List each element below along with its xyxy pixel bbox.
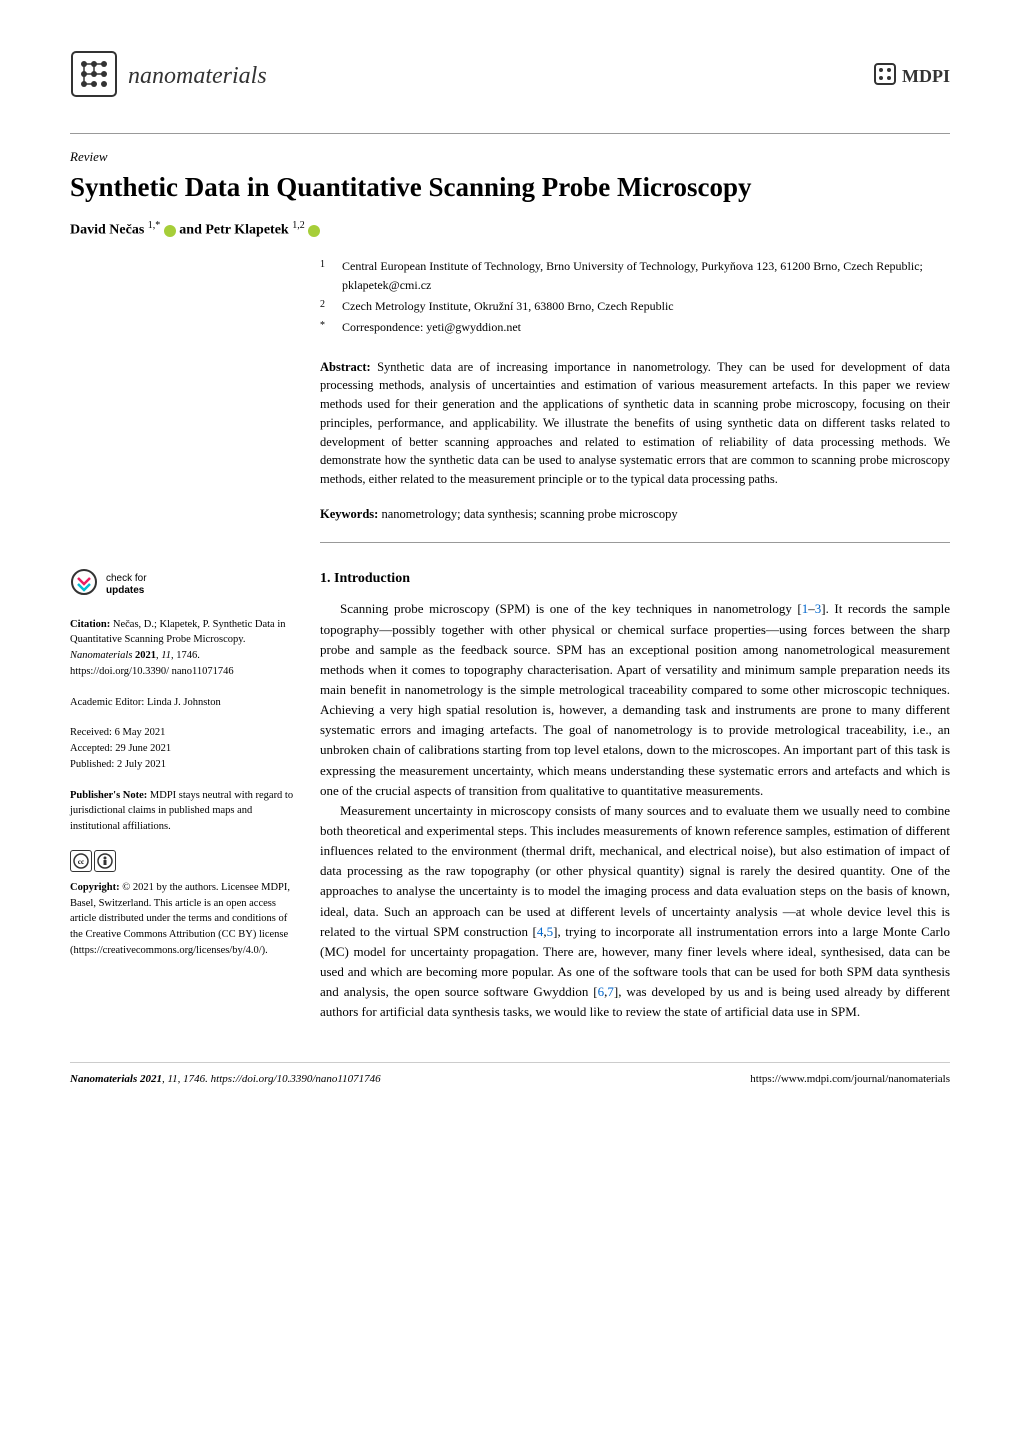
author-2: Petr Klapetek bbox=[205, 223, 288, 238]
author-1: David Nečas bbox=[70, 223, 144, 238]
editor-label: Academic Editor: bbox=[70, 697, 144, 708]
body-paragraph-1: Scanning probe microscopy (SPM) is one o… bbox=[320, 599, 950, 800]
correspondence: * Correspondence: yeti@gwyddion.net bbox=[320, 318, 950, 337]
body-paragraph-2: Measurement uncertainty in microscopy co… bbox=[320, 801, 950, 1023]
body-column: 1. Introduction Scanning probe microscop… bbox=[320, 568, 950, 1023]
cc-license-logo: cc bbox=[70, 850, 300, 872]
abstract-text: Synthetic data are of increasing importa… bbox=[320, 360, 950, 487]
author-conjunction: and bbox=[179, 223, 205, 238]
check-updates-label: check for updates bbox=[106, 573, 147, 597]
copyright-block: Copyright: © 2021 by the authors. Licens… bbox=[70, 880, 300, 959]
top-divider bbox=[70, 133, 950, 134]
logo-section: nanomaterials bbox=[70, 50, 267, 103]
publisher-name: MDPI bbox=[902, 66, 950, 87]
affiliation-2: 2 Czech Metrology Institute, Okružní 31,… bbox=[320, 297, 950, 316]
svg-text:cc: cc bbox=[78, 858, 84, 866]
para-text: ]. It records the sample topography—poss… bbox=[320, 601, 950, 797]
editor-name: Linda J. Johnston bbox=[147, 697, 221, 708]
affiliation-num: 1 bbox=[320, 257, 332, 295]
published-date: 2 July 2021 bbox=[117, 759, 166, 770]
keywords-text: nanometrology; data synthesis; scanning … bbox=[381, 507, 677, 521]
abstract-label: Abstract: bbox=[320, 360, 371, 374]
cc-badge-by bbox=[94, 850, 116, 872]
publisher-note-label: Publisher's Note: bbox=[70, 790, 147, 801]
footer-details: , 11, 1746. https://doi.org/10.3390/nano… bbox=[162, 1073, 381, 1085]
check-line2: updates bbox=[106, 585, 147, 597]
journal-logo-icon bbox=[70, 50, 118, 103]
citation-journal: Nanomaterials bbox=[70, 650, 132, 661]
citation-label: Citation: bbox=[70, 619, 110, 630]
author-2-sup: 1,2 bbox=[292, 220, 305, 231]
accepted-label: Accepted: bbox=[70, 743, 113, 754]
footer-year: 2021 bbox=[140, 1073, 162, 1085]
dates-block: Received: 6 May 2021 Accepted: 29 June 2… bbox=[70, 725, 300, 772]
sidebar: check for updates Citation: Nečas, D.; K… bbox=[70, 568, 300, 1023]
journal-name: nanomaterials bbox=[128, 63, 267, 90]
author-1-star: * bbox=[155, 220, 160, 231]
citation-year: 2021 bbox=[135, 650, 156, 661]
publisher-logo: MDPI bbox=[873, 62, 950, 91]
para-text: Scanning probe microscopy (SPM) is one o… bbox=[340, 601, 802, 616]
affiliations-block: 1 Central European Institute of Technolo… bbox=[320, 257, 950, 338]
footer-left: Nanomaterials 2021, 11, 1746. https://do… bbox=[70, 1073, 381, 1085]
orcid-icon bbox=[164, 225, 176, 237]
received-label: Received: bbox=[70, 727, 112, 738]
authors-line: David Nečas 1,* and Petr Klapetek 1,2 bbox=[70, 220, 950, 239]
orcid-icon bbox=[308, 225, 320, 237]
publisher-note-block: Publisher's Note: MDPI stays neutral wit… bbox=[70, 788, 300, 835]
correspondence-text: Correspondence: yeti@gwyddion.net bbox=[342, 318, 521, 337]
published-label: Published: bbox=[70, 759, 114, 770]
cc-badge-cc: cc bbox=[70, 850, 92, 872]
footer-right[interactable]: https://www.mdpi.com/journal/nanomateria… bbox=[750, 1073, 950, 1085]
article-title: Synthetic Data in Quantitative Scanning … bbox=[70, 170, 950, 205]
copyright-label: Copyright: bbox=[70, 882, 120, 893]
para-text: Measurement uncertainty in microscopy co… bbox=[320, 803, 950, 939]
footer-journal: Nanomaterials bbox=[70, 1073, 140, 1085]
accepted-date: 29 June 2021 bbox=[115, 743, 171, 754]
affiliation-num: 2 bbox=[320, 297, 332, 316]
received-date: 6 May 2021 bbox=[115, 727, 166, 738]
keywords-label: Keywords: bbox=[320, 507, 378, 521]
check-updates-icon bbox=[70, 568, 98, 602]
header-row: nanomaterials MDPI bbox=[70, 50, 950, 103]
correspondence-star: * bbox=[320, 318, 332, 337]
affiliation-text: Czech Metrology Institute, Okružní 31, 6… bbox=[342, 297, 674, 316]
affiliation-text: Central European Institute of Technology… bbox=[342, 257, 950, 295]
check-updates[interactable]: check for updates bbox=[70, 568, 300, 602]
abstract-block: Abstract: Synthetic data are of increasi… bbox=[320, 358, 950, 489]
check-line1: check for bbox=[106, 573, 147, 585]
article-type: Review bbox=[70, 149, 950, 165]
citation-block: Citation: Nečas, D.; Klapetek, P. Synthe… bbox=[70, 617, 300, 680]
footer: Nanomaterials 2021, 11, 1746. https://do… bbox=[70, 1062, 950, 1085]
mdpi-icon bbox=[873, 62, 897, 91]
affiliation-1: 1 Central European Institute of Technolo… bbox=[320, 257, 950, 295]
mid-divider bbox=[320, 542, 950, 543]
editor-block: Academic Editor: Linda J. Johnston bbox=[70, 695, 300, 711]
section-heading: 1. Introduction bbox=[320, 568, 950, 590]
main-content: check for updates Citation: Nečas, D.; K… bbox=[70, 568, 950, 1023]
keywords-block: Keywords: nanometrology; data synthesis;… bbox=[320, 507, 950, 522]
